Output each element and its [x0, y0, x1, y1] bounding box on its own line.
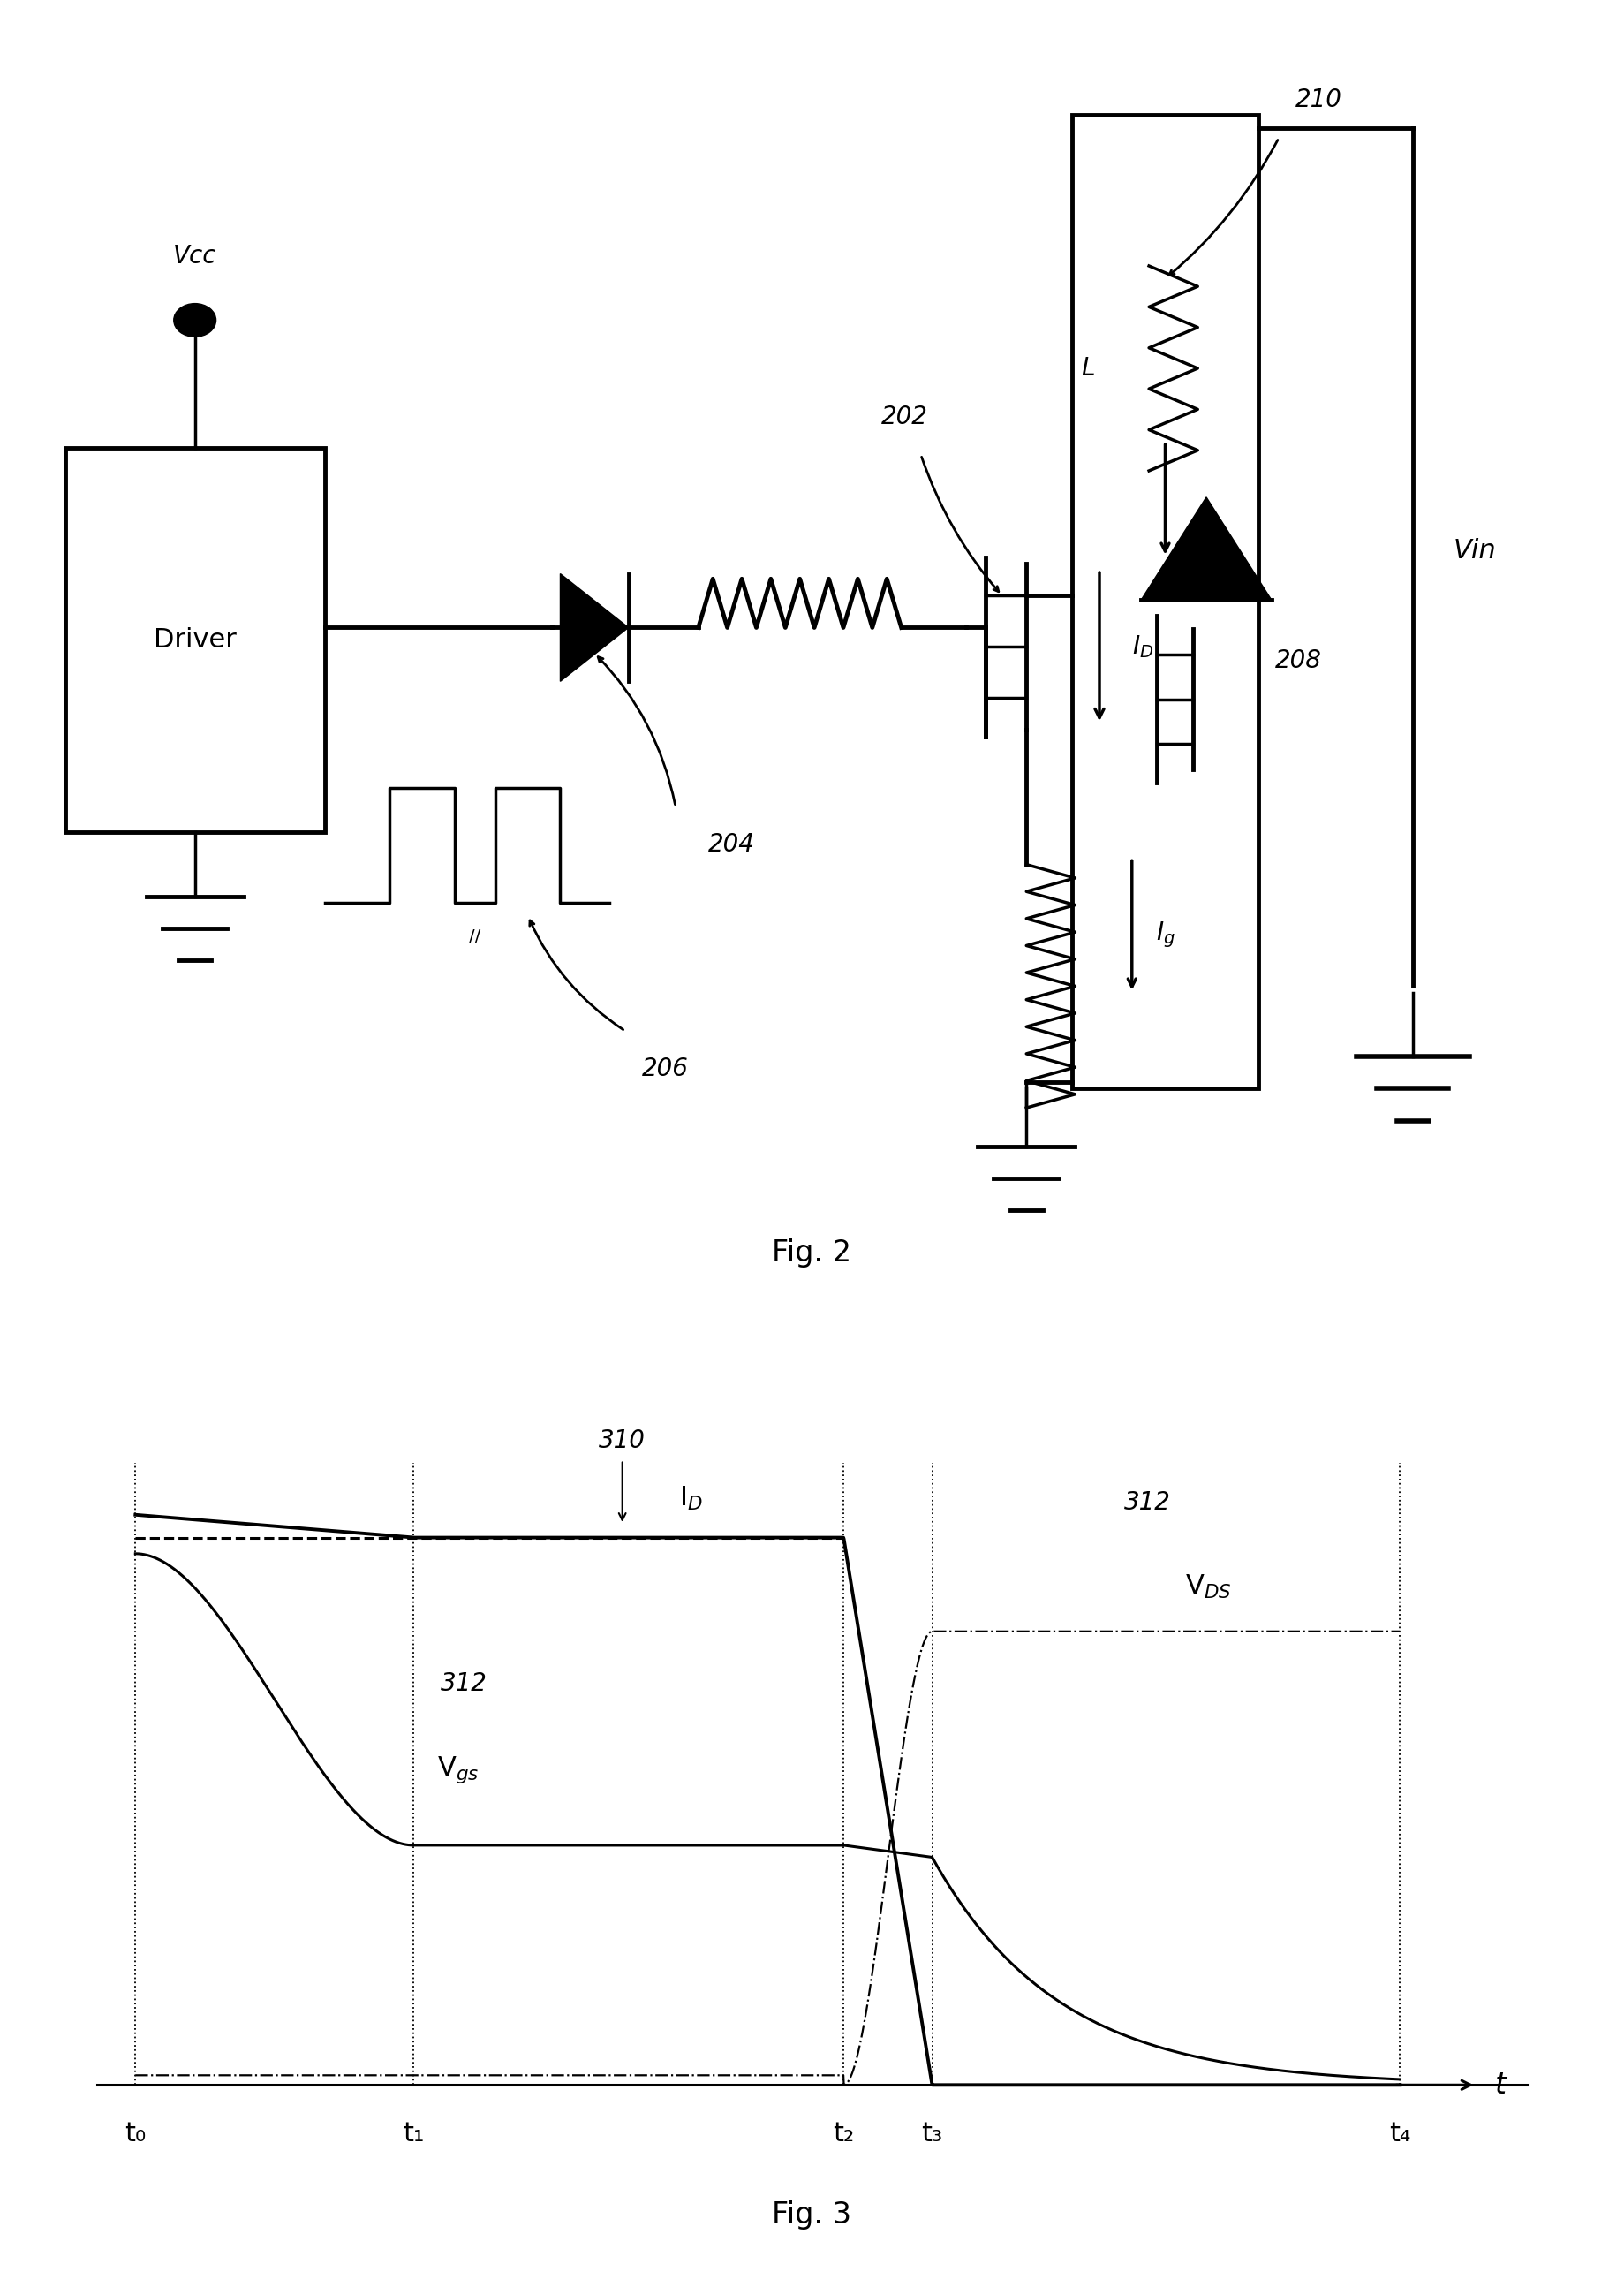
- Text: t₀: t₀: [125, 2120, 146, 2145]
- Text: I$_D$: I$_D$: [1132, 633, 1153, 661]
- Text: 206: 206: [641, 1057, 689, 1082]
- Text: I$_D$: I$_D$: [679, 1484, 703, 1512]
- Text: Driver: Driver: [153, 627, 237, 654]
- Text: V$_{DS}$: V$_{DS}$: [1186, 1573, 1231, 1601]
- Text: 202: 202: [882, 405, 927, 430]
- Text: 310: 310: [599, 1429, 646, 1452]
- Text: V$_{gs}$: V$_{gs}$: [437, 1754, 479, 1786]
- Text: t₃: t₃: [921, 2120, 944, 2145]
- Text: Vcc: Vcc: [174, 245, 216, 270]
- Text: t₂: t₂: [833, 2120, 854, 2145]
- Text: t: t: [1496, 2070, 1507, 2099]
- Text: Vin: Vin: [1453, 537, 1497, 563]
- Text: Fig. 3: Fig. 3: [773, 2200, 851, 2230]
- Text: Fig. 2: Fig. 2: [771, 1240, 853, 1267]
- Bar: [1072, 114, 1259, 1089]
- Text: 210: 210: [1294, 87, 1341, 112]
- Text: 312: 312: [440, 1672, 487, 1697]
- Text: L: L: [1082, 357, 1095, 380]
- Text: I$_g$: I$_g$: [1156, 919, 1176, 949]
- Text: t₄: t₄: [1390, 2120, 1411, 2145]
- Text: 208: 208: [1275, 650, 1322, 672]
- Text: t₁: t₁: [403, 2120, 424, 2145]
- Text: 312: 312: [1124, 1491, 1171, 1514]
- Polygon shape: [1142, 496, 1272, 599]
- Bar: [65, 448, 325, 832]
- Circle shape: [174, 304, 216, 336]
- Text: //: //: [469, 929, 481, 945]
- Polygon shape: [560, 574, 628, 682]
- Text: 204: 204: [708, 832, 755, 858]
